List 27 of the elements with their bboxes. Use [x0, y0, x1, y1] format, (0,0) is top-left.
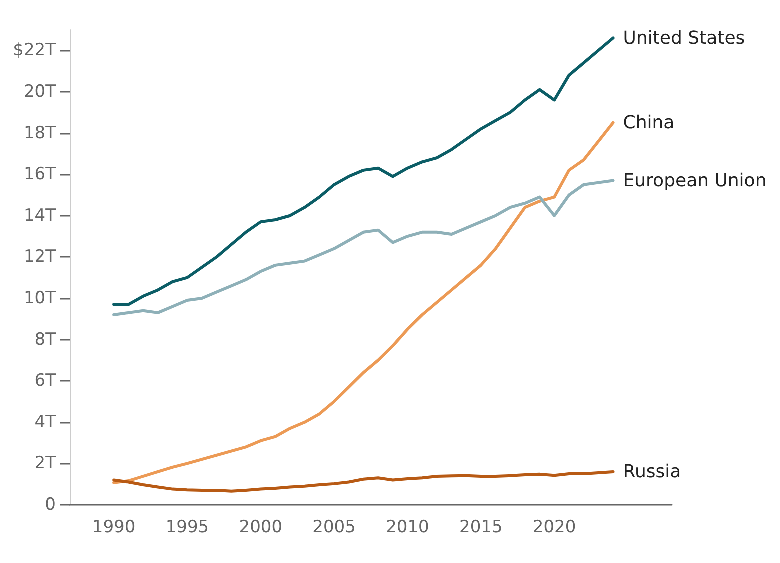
line-series	[112, 470, 615, 493]
y-tick-label: 20T	[24, 82, 57, 102]
x-tick-label: 2010	[386, 518, 430, 538]
y-tick-label: 0	[45, 495, 56, 515]
y-tick-label: 10T	[24, 288, 57, 308]
series-label: European Union	[623, 170, 767, 192]
y-tick-label: 6T	[34, 371, 57, 392]
line-series	[112, 179, 615, 316]
x-tick-label: 2000	[239, 518, 283, 538]
x-tick-label: 2015	[459, 518, 503, 538]
y-tick-label: 2T	[34, 454, 57, 474]
line-series	[112, 121, 615, 484]
x-tick-label: 1990	[92, 518, 136, 538]
y-tick-label: 4T	[34, 412, 57, 432]
series-label: China	[623, 112, 675, 134]
y-tick-label: 12T	[24, 247, 57, 268]
series-label: Russia	[623, 461, 682, 482]
x-tick-label: 1995	[166, 518, 210, 538]
y-tick-label: 18T	[24, 123, 57, 144]
y-tick-label: 8T	[34, 330, 57, 350]
y-tick-label: 14T	[24, 206, 57, 226]
x-tick-label: 2005	[312, 518, 356, 538]
x-tick-label: 2020	[532, 518, 576, 538]
y-tick-label: 16T	[24, 164, 57, 185]
line-series	[112, 36, 615, 306]
y-tick-label: $22T	[13, 40, 57, 61]
series-label: United States	[623, 28, 746, 49]
